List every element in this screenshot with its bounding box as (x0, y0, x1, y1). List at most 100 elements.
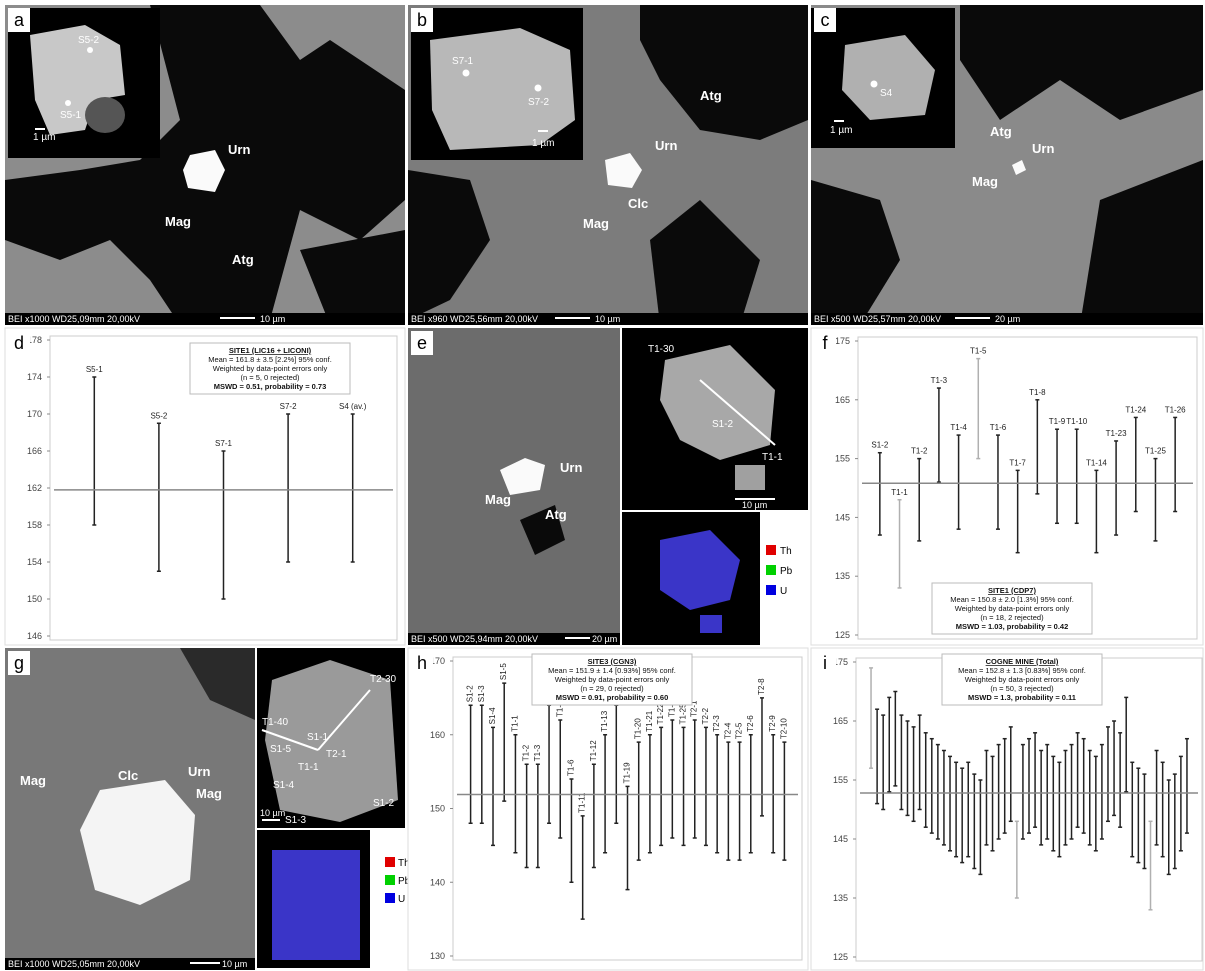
point-label: T2-6 (746, 715, 755, 732)
footer: BEI x1000 WD25,05mm 20,00kV (8, 959, 140, 969)
y-tick-label: 146 (27, 631, 42, 641)
mineral-label: Urn (560, 460, 582, 475)
mineral-label: Atg (232, 252, 254, 267)
annotation-line: Mean = 152.8 ± 1.3 [0.83%] 95% conf. (958, 666, 1086, 675)
panel-letter: e (417, 333, 427, 353)
chart: 146150154158162166170174178S5-1S5-2S7-1S… (5, 328, 405, 645)
y-tick-label: 158 (27, 520, 42, 530)
point-label: T1-22 (656, 703, 665, 724)
spot-label: T2-1 (326, 749, 347, 760)
panel-letter: b (417, 10, 427, 30)
y-tick-label: 140 (430, 877, 445, 887)
point-label: S1-3 (477, 685, 486, 702)
spot-label: S5-2 (78, 35, 100, 46)
y-tick-label: 145 (835, 512, 850, 522)
annotation-line: MSWD = 0.91, probability = 0.60 (556, 693, 669, 702)
mineral-label: Mag (20, 773, 46, 788)
spot-label: S1-3 (285, 815, 307, 826)
scale-bar-label: 10 µm (595, 314, 620, 324)
mineral-label: Atg (545, 507, 567, 522)
panel-e: T1-30 S1-2 T1-1 10 µm Urn Mag Atg Th Pb … (408, 328, 808, 645)
scale-bar-label: 20 µm (995, 314, 1020, 324)
spot-label: T1-40 (262, 717, 289, 728)
annotation-line: MSWD = 1.03, probability = 0.42 (956, 622, 1069, 631)
annotation-line: Mean = 150.8 ± 2.0 [1.3%] 95% conf. (950, 595, 1074, 604)
spot-label: S1-5 (270, 744, 292, 755)
panel-a: S5-2 S5-1 1 µm Urn Mag Atg BEI x1000 WD2… (5, 5, 405, 325)
point-label: T1-7 (1009, 458, 1026, 467)
figure: S5-2 S5-1 1 µm Urn Mag Atg BEI x1000 WD2… (0, 0, 1205, 971)
point-label: T2-4 (723, 722, 732, 739)
point-label: T1-14 (1086, 458, 1107, 467)
panel-g: Mag Clc Urn Mag T1-40 T2-30 S1-5 S1-1 T2… (5, 648, 411, 970)
point-label: T2-8 (757, 678, 766, 695)
scale-label: 10 µm (260, 808, 285, 818)
point-label: T2-5 (735, 722, 744, 739)
panel-letter: c (821, 10, 830, 30)
scale-bar-label: 20 µm (592, 634, 617, 644)
point-label: T1-6 (566, 759, 575, 776)
legend-label: U (398, 894, 405, 905)
y-tick-label: 174 (27, 372, 42, 382)
point-label: T1-2 (522, 744, 531, 761)
y-tick-label: 160 (430, 730, 445, 740)
point-label: T1-9 (1049, 417, 1066, 426)
y-tick-label: 130 (430, 951, 445, 961)
spot-label: S4 (880, 88, 893, 99)
spot-label: S7-1 (452, 56, 474, 67)
spot-label: S1-2 (712, 419, 734, 430)
point-label: S1-4 (488, 707, 497, 724)
y-tick-label: 166 (27, 446, 42, 456)
spot-label: S5-1 (60, 110, 82, 121)
mineral-label: Mag (485, 492, 511, 507)
y-tick-label: 170 (27, 409, 42, 419)
mineral-label: Mag (165, 214, 191, 229)
mineral-label: Mag (972, 174, 998, 189)
panel-letter: d (14, 333, 24, 353)
point-label: T1-6 (990, 423, 1007, 432)
spot-label: T1-1 (762, 452, 783, 463)
spot-label: S1-1 (307, 732, 329, 743)
point-label: T1-24 (1125, 405, 1146, 414)
chart: 130140150160170S1-2S1-3S1-4S1-5T1-1T1-2T… (408, 648, 808, 970)
annotation-line: MSWD = 0.51, probability = 0.73 (214, 382, 327, 391)
panel-b: S7-1 S7-2 1 µm Atg Urn Clc Mag BEI x960 … (408, 5, 808, 325)
annotation-line: COGNE MINE (Total) (986, 657, 1059, 666)
y-tick-label: 125 (833, 952, 848, 962)
chart: 125135145155165175S1-2T1-1T1-2T1-3T1-4T1… (811, 328, 1203, 645)
spot-label: T1-30 (648, 344, 675, 355)
footer: BEI x960 WD25,56mm 20,00kV (411, 314, 538, 324)
annotation-line: (n = 5, 0 rejected) (241, 373, 300, 382)
point-label: S1-5 (499, 663, 508, 680)
point-label: T2-3 (712, 715, 721, 732)
point-label: T2-9 (768, 715, 777, 732)
panel-c: S4 1 µm Atg Urn Mag BEI x500 WD25,57mm 2… (811, 5, 1203, 325)
point-label: T2-10 (779, 718, 788, 739)
point-label: T1-4 (950, 423, 967, 432)
point-label: T1-13 (600, 710, 609, 731)
mineral-label: Atg (990, 124, 1012, 139)
y-tick-label: 165 (835, 395, 850, 405)
panel-letter: g (14, 653, 24, 673)
annotation-line: SITE3 (CGN3) (588, 657, 637, 666)
y-tick-label: 145 (833, 834, 848, 844)
scale-label: 1 µm (532, 138, 554, 149)
point-label: T1-12 (589, 740, 598, 761)
y-tick-label: 150 (430, 804, 445, 814)
point-label: T1-19 (623, 762, 632, 783)
panel-letter: h (417, 653, 427, 673)
point-label: T1-3 (533, 744, 542, 761)
scale-bar-label: 10 µm (222, 959, 247, 969)
y-tick-label: 154 (27, 557, 42, 567)
spot-label: S1-4 (273, 780, 295, 791)
spot-label: T1-1 (298, 762, 319, 773)
mineral-label: Mag (196, 786, 222, 801)
mineral-label: Urn (1032, 141, 1054, 156)
point-label: T1-25 (1145, 447, 1166, 456)
point-label: T1-20 (634, 718, 643, 739)
mineral-label: Urn (188, 764, 210, 779)
y-tick-label: 175 (835, 336, 850, 346)
annotation-line: SITE1 (LIC16 + LICONI) (229, 346, 312, 355)
annotation-line: Weighted by data-point errors only (955, 604, 1070, 613)
y-tick-label: 162 (27, 483, 42, 493)
